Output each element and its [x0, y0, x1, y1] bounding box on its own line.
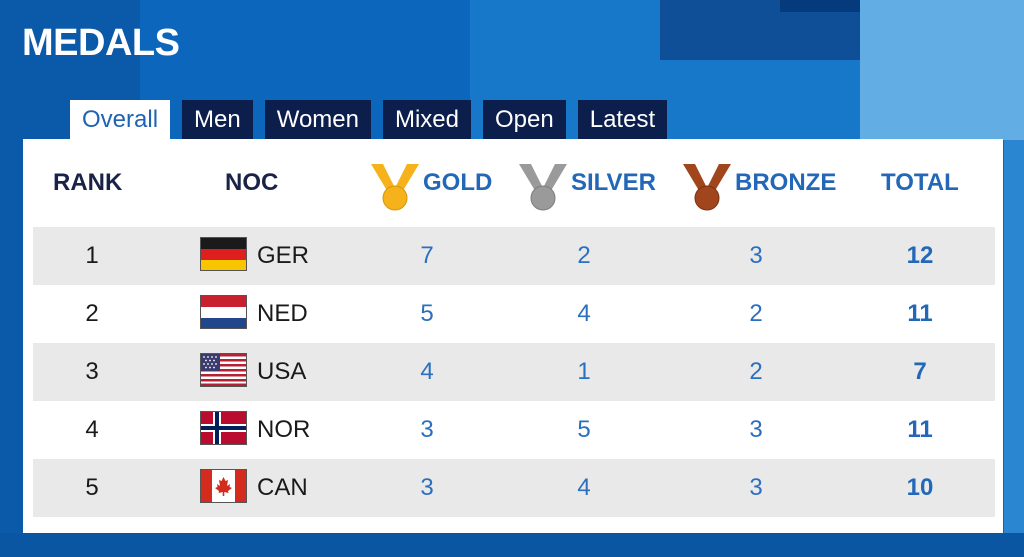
silver-count: 5 [577, 416, 591, 443]
gold-count: 5 [420, 300, 434, 327]
total-count: 12 [906, 242, 934, 269]
bronze-label: BRONZE [735, 169, 837, 196]
table-body: 1 GER 7 2 3 12 2 [33, 227, 995, 517]
bronze-count: 3 [749, 474, 763, 501]
germany-flag-icon [200, 237, 247, 271]
page-title: MEDALS [22, 22, 180, 64]
silver-label: SILVER [571, 169, 656, 196]
rank-cell: 3 [85, 358, 99, 385]
silver-count: 1 [577, 358, 591, 385]
canada-flag-icon [200, 469, 247, 503]
rank-cell: 5 [85, 474, 99, 501]
bronze-count: 3 [749, 242, 763, 269]
total-count: 11 [907, 300, 933, 327]
noc-cell[interactable]: NED [257, 300, 308, 327]
background-block [1004, 140, 1024, 557]
column-header-noc[interactable]: NOC [225, 169, 279, 196]
noc-cell[interactable]: CAN [257, 474, 308, 501]
norway-flag-icon [200, 411, 247, 445]
tab-latest[interactable]: Latest [577, 100, 668, 139]
gold-count: 7 [420, 242, 434, 269]
gold-medal-icon [371, 164, 419, 211]
tab-overall[interactable]: Overall [70, 100, 171, 139]
silver-count: 2 [577, 242, 591, 269]
silver-count: 4 [577, 474, 591, 501]
gold-count: 3 [420, 416, 434, 443]
tab-mixed[interactable]: Mixed [382, 100, 472, 139]
tab-women[interactable]: Women [264, 100, 371, 139]
total-count: 7 [913, 358, 927, 385]
background-block [860, 0, 1024, 140]
total-count: 10 [906, 474, 934, 501]
netherlands-flag-icon [200, 295, 247, 329]
gold-label: GOLD [423, 169, 493, 196]
column-header-total[interactable]: TOTAL [881, 169, 959, 196]
usa-flag-icon [200, 353, 247, 387]
noc-cell[interactable]: NOR [257, 416, 311, 443]
table-row[interactable]: 5 CAN 3 4 3 10 [33, 459, 995, 517]
bronze-count: 2 [749, 300, 763, 327]
column-header-rank[interactable]: RANK [53, 169, 123, 196]
noc-cell[interactable]: GER [257, 242, 310, 269]
silver-medal-icon [519, 164, 567, 211]
total-count: 11 [907, 416, 933, 443]
column-header-silver[interactable]: SILVER [517, 164, 656, 214]
tab-men[interactable]: Men [182, 100, 253, 139]
rank-cell: 2 [85, 300, 99, 327]
table-row[interactable]: 2 NED 5 4 2 11 [33, 285, 995, 343]
rank-cell: 1 [85, 242, 99, 269]
rank-cell: 4 [85, 416, 99, 443]
medal-tabs: Overall Men Women Mixed Open Latest [70, 100, 679, 139]
gold-count: 4 [420, 358, 434, 385]
bronze-medal-icon [683, 164, 731, 211]
silver-count: 4 [577, 300, 591, 327]
noc-cell[interactable]: USA [257, 358, 307, 385]
table-row[interactable]: 3 [33, 343, 995, 401]
column-header-gold[interactable]: GOLD [369, 164, 493, 214]
background-block [0, 533, 1024, 557]
table-header: RANK NOC GOLD SILVER [23, 139, 1003, 227]
column-header-bronze[interactable]: BRONZE [681, 164, 837, 214]
tab-open[interactable]: Open [483, 100, 566, 139]
table-row[interactable]: 4 NOR 3 5 3 11 [33, 401, 995, 459]
gold-count: 3 [420, 474, 434, 501]
bronze-count: 3 [749, 416, 763, 443]
medal-table: RANK NOC GOLD SILVER [23, 139, 1003, 533]
table-row[interactable]: 1 GER 7 2 3 12 [33, 227, 995, 285]
bronze-count: 2 [749, 358, 763, 385]
